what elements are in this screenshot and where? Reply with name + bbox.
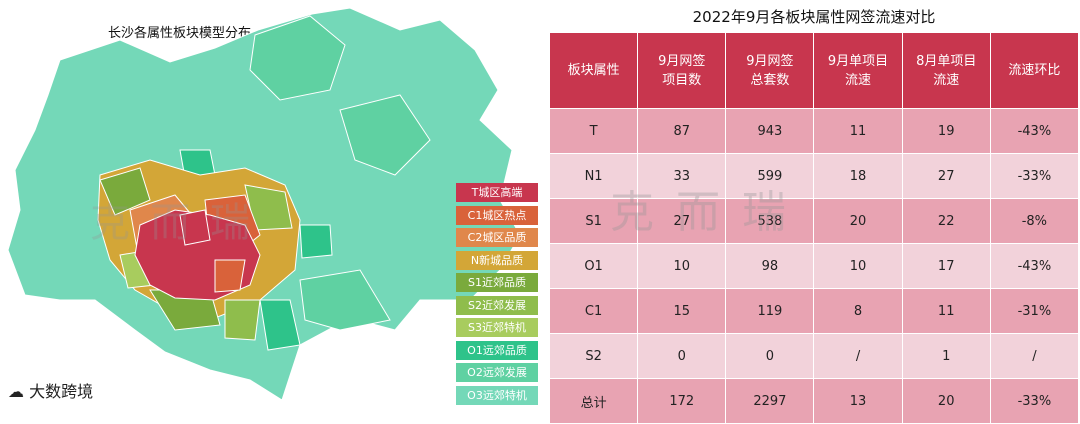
table-cell: 538: [725, 198, 815, 244]
table-row: C1 15 119 8 11 -31%: [548, 288, 1080, 334]
table-cell: /: [989, 333, 1080, 379]
table-cell: 119: [725, 288, 815, 334]
table-cell: -43%: [989, 243, 1080, 289]
table-cell: O1: [548, 243, 639, 289]
table-cell: 18: [813, 153, 903, 199]
table-title: 2022年9月各板块属性网签流速对比: [692, 8, 936, 26]
table-cell: S1: [548, 198, 639, 244]
table-cell: 1: [901, 333, 991, 379]
table-row: S2 0 0/1/: [548, 333, 1080, 379]
table-cell: 943: [725, 108, 815, 154]
table-cell: 17: [901, 243, 991, 289]
table-row: T 87 943 11 19 -43%: [548, 108, 1080, 154]
table-cell: 20: [813, 198, 903, 244]
table-cell: 11: [901, 288, 991, 334]
column-header: 8月单项目 流速: [901, 32, 991, 109]
table-row: S1 27 538 20 22 -8%: [548, 198, 1080, 244]
table-row: O1 10 98 10 17 -43%: [548, 243, 1080, 289]
table-cell: 0: [637, 333, 727, 379]
table-cell: 19: [901, 108, 991, 154]
table-cell: T: [548, 108, 639, 154]
legend-item: S1近郊品质: [456, 273, 538, 292]
table-cell: N1: [548, 153, 639, 199]
logo-text: 大数跨境: [29, 382, 94, 401]
table-cell: 10: [813, 243, 903, 289]
legend-item: O3远郊特机: [456, 385, 538, 405]
table-cell: -33%: [989, 153, 1080, 199]
table-cell: 87: [637, 108, 727, 154]
table-cell: 33: [637, 153, 727, 199]
column-header: 流速环比: [989, 32, 1080, 109]
table-row: N1 33 599 18 27 -33%: [548, 153, 1080, 199]
table-cell: -8%: [989, 198, 1080, 244]
table-cell: 总计: [548, 378, 639, 424]
table-cell: C1: [548, 288, 639, 334]
legend-item: S3近郊特机: [456, 318, 538, 337]
logo-icon: ☁: [8, 382, 30, 401]
watermark-logo: ☁ 大数跨境: [8, 378, 93, 402]
table-cell: 0: [725, 333, 815, 379]
legend-item: C1城区热点: [456, 205, 538, 225]
table-cell: S2: [548, 333, 639, 379]
legend-item: T城区高端: [456, 183, 538, 202]
table-cell: -31%: [989, 288, 1080, 334]
map-legend: T城区高端 C1城区热点 C2城区品质 N新城品质 S1近郊品质 S2近郊发展 S3近郊特机…: [456, 183, 538, 408]
table-cell: 8: [813, 288, 903, 334]
column-header: 板块属性: [548, 32, 639, 109]
legend-item: C2城区品质: [456, 228, 538, 247]
map-title: 长沙各属性板块模型分布: [108, 26, 252, 41]
table-cell: 2297: [725, 378, 815, 424]
column-header: 9月网签 总套数: [725, 32, 815, 109]
column-header: 9月单项目 流速: [813, 32, 903, 109]
data-table: 板块属性 9月网签 项目数 9月网签 总套数 9月单项目 流速 8月单项目 流速 流速环比 T 87…: [548, 32, 1080, 424]
table-cell: -33%: [989, 378, 1080, 424]
legend-item: S2近郊发展: [456, 295, 538, 315]
table-cell: 22: [901, 198, 991, 244]
table-cell: /: [813, 333, 903, 379]
table-cell: 20: [901, 378, 991, 424]
legend-item: O1远郊品质: [456, 340, 538, 360]
table-cell: 599: [725, 153, 815, 199]
table-cell: 10: [637, 243, 727, 289]
table-cell: 27: [637, 198, 727, 244]
table-row: 总计 172 2297 13 20 -33%: [548, 378, 1080, 424]
table-cell: 15: [637, 288, 727, 334]
table-cell: 27: [901, 153, 991, 199]
table-cell: -43%: [989, 108, 1080, 154]
legend-item: N新城品质: [456, 250, 538, 270]
table-cell: 11: [813, 108, 903, 154]
table-cell: 98: [725, 243, 815, 289]
table-cell: 172: [637, 378, 727, 424]
column-header: 9月网签 项目数: [637, 32, 727, 109]
changsha-map: [7, 7, 521, 401]
legend-item: O2远郊发展: [456, 363, 538, 382]
table-header-row: 板块属性 9月网签 项目数 9月网签 总套数 9月单项目 流速 8月单项目 流速 流速环比: [548, 32, 1080, 109]
table-cell: 13: [813, 378, 903, 424]
